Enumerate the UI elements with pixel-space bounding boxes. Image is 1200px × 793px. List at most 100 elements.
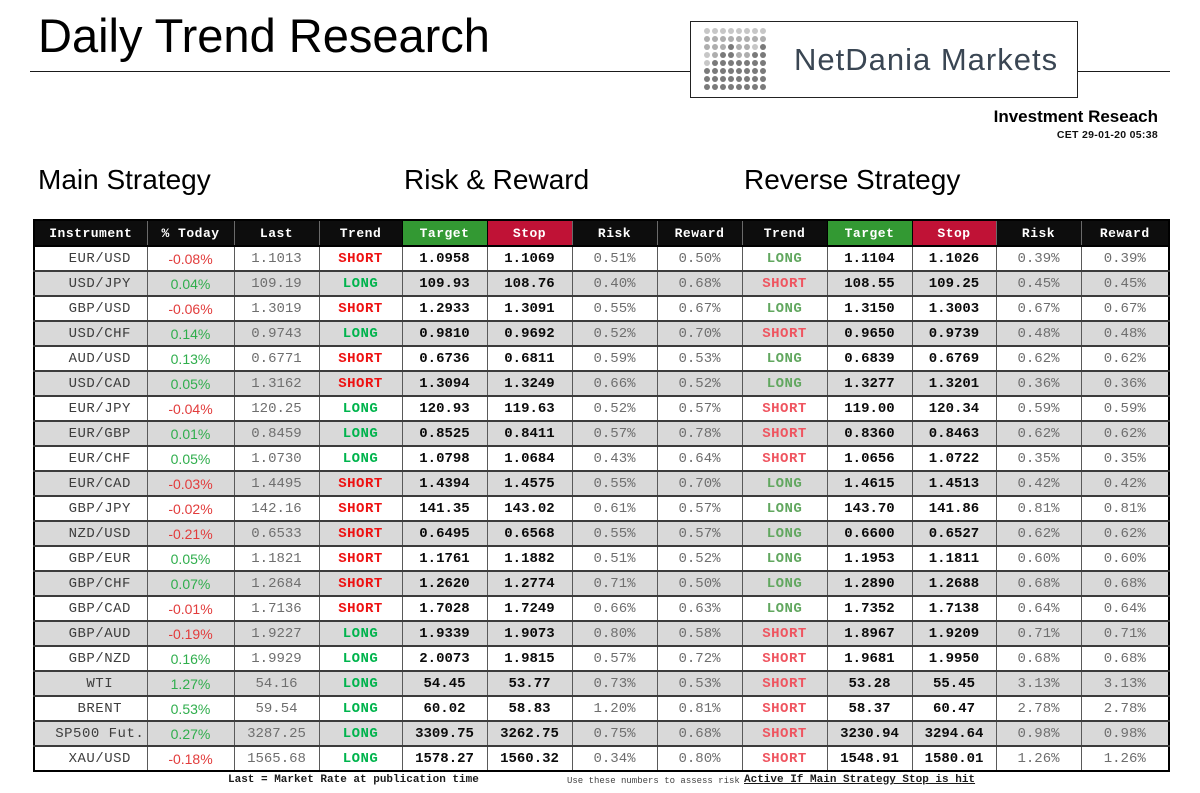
table-row: GBP/CAD -0.01% 1.7136 SHORT 1.7028 1.7249 0.66… xyxy=(33,595,1169,621)
cell-risk-reverse: 0.39% xyxy=(995,245,1081,271)
cell-trend-main: LONG xyxy=(318,395,402,421)
cell-trend-reverse: SHORT xyxy=(741,695,827,721)
logo-dot xyxy=(720,27,726,34)
table-row: GBP/EUR 0.05% 1.1821 SHORT 1.1761 1.1882 0.51%… xyxy=(33,545,1169,571)
cell-trend-reverse: LONG xyxy=(741,470,827,496)
cell-stop-reverse: 55.45 xyxy=(911,670,996,696)
cell-pct-today: 0.13% xyxy=(146,345,234,371)
cell-reward-reverse: 2.78% xyxy=(1080,695,1169,721)
cell-target-main: 1.0958 xyxy=(401,245,487,271)
cell-pct-today: -0.01% xyxy=(146,595,234,621)
cell-instrument: GBP/CAD xyxy=(33,595,147,621)
logo-dot xyxy=(744,67,750,74)
cell-reward-reverse: 0.71% xyxy=(1080,620,1169,646)
logo-dot xyxy=(760,51,766,58)
cell-trend-main: LONG xyxy=(318,270,402,296)
cell-target-reverse: 0.6600 xyxy=(826,520,912,546)
cell-target-main: 109.93 xyxy=(401,270,487,296)
col-header-target-main: Target xyxy=(401,220,487,247)
cell-stop-main: 1.1069 xyxy=(486,245,572,271)
cell-instrument: USD/CHF xyxy=(33,320,147,346)
cell-last: 1.7136 xyxy=(233,595,319,621)
logo-dot xyxy=(728,27,734,34)
cell-target-reverse: 1548.91 xyxy=(826,745,912,771)
cell-target-main: 0.9810 xyxy=(401,320,487,346)
cell-target-reverse: 119.00 xyxy=(826,395,912,421)
table-row: GBP/JPY -0.02% 142.16 SHORT 141.35 143.02 0.61… xyxy=(33,495,1169,521)
cell-last: 1.0730 xyxy=(233,445,319,471)
logo-dot xyxy=(752,67,758,74)
logo-dot xyxy=(712,83,718,90)
cell-target-reverse: 1.7352 xyxy=(826,595,912,621)
cell-trend-main: SHORT xyxy=(318,370,402,396)
cell-trend-main: LONG xyxy=(318,695,402,721)
cell-target-main: 120.93 xyxy=(401,395,487,421)
logo-dot xyxy=(736,51,742,58)
cell-instrument: BRENT xyxy=(33,695,147,721)
cell-trend-main: SHORT xyxy=(318,470,402,496)
logo-dot xyxy=(760,35,766,42)
cell-reward-main: 0.52% xyxy=(656,545,742,571)
cell-reward-main: 0.50% xyxy=(656,570,742,596)
logo-dot xyxy=(712,35,718,42)
cell-pct-today: 0.07% xyxy=(146,570,234,596)
research-label: Investment Reseach xyxy=(993,107,1158,126)
logo-dot xyxy=(728,43,734,50)
table-row: GBP/AUD -0.19% 1.9227 LONG 1.9339 1.9073 0.80%… xyxy=(33,620,1169,646)
cell-pct-today: 0.05% xyxy=(146,370,234,396)
cell-instrument: XAU/USD xyxy=(33,745,147,771)
cell-stop-main: 1.9815 xyxy=(486,645,572,671)
cell-reward-main: 0.57% xyxy=(656,395,742,421)
cell-last: 1.1821 xyxy=(233,545,319,571)
cell-risk-main: 0.71% xyxy=(571,570,657,596)
cell-reward-reverse: 0.36% xyxy=(1080,370,1169,396)
col-header-trend-main: Trend xyxy=(318,220,402,247)
cell-risk-reverse: 3.13% xyxy=(995,670,1081,696)
cell-risk-main: 1.20% xyxy=(571,695,657,721)
publication-timestamp: CET 29-01-20 05:38 xyxy=(1056,129,1158,141)
logo-dot xyxy=(760,75,766,82)
cell-trend-reverse: SHORT xyxy=(741,645,827,671)
cell-pct-today: -0.04% xyxy=(146,395,234,421)
cell-last: 1.4495 xyxy=(233,470,319,496)
cell-target-main: 1.1761 xyxy=(401,545,487,571)
cell-stop-reverse: 1.0722 xyxy=(911,445,996,471)
cell-trend-main: LONG xyxy=(318,720,402,746)
logo-dot xyxy=(736,27,742,34)
cell-target-reverse: 108.55 xyxy=(826,270,912,296)
cell-reward-main: 0.53% xyxy=(656,670,742,696)
logo-dot xyxy=(744,27,750,34)
footnote-last-definition: Last = Market Rate at publication time xyxy=(228,774,479,786)
cell-target-main: 0.6736 xyxy=(401,345,487,371)
cell-trend-main: LONG xyxy=(318,745,402,771)
logo-dot xyxy=(712,51,718,58)
col-header-pct-today: % Today xyxy=(146,220,234,247)
cell-risk-reverse: 0.71% xyxy=(995,620,1081,646)
dot-matrix-icon xyxy=(704,27,768,92)
cell-pct-today: -0.03% xyxy=(146,470,234,496)
cell-last: 0.6771 xyxy=(233,345,319,371)
cell-stop-main: 0.6568 xyxy=(486,520,572,546)
table-row: GBP/CHF 0.07% 1.2684 SHORT 1.2620 1.2774 0.71%… xyxy=(33,570,1169,596)
logo-dot xyxy=(704,59,710,66)
cell-target-reverse: 0.8360 xyxy=(826,420,912,446)
cell-last: 59.54 xyxy=(233,695,319,721)
cell-trend-reverse: SHORT xyxy=(741,620,827,646)
cell-risk-main: 0.57% xyxy=(571,645,657,671)
page-title: Daily Trend Research xyxy=(38,9,490,62)
table-row: SP500 Fut. 0.27% 3287.25 LONG 3309.75 3262.75… xyxy=(33,720,1169,746)
col-header-reward-reverse: Reward xyxy=(1080,220,1169,247)
logo-dot xyxy=(712,43,718,50)
logo-dot xyxy=(744,51,750,58)
section-main-strategy: Main Strategy xyxy=(38,164,211,195)
cell-pct-today: -0.21% xyxy=(146,520,234,546)
cell-trend-main: SHORT xyxy=(318,570,402,596)
cell-risk-main: 0.73% xyxy=(571,670,657,696)
logo-dot xyxy=(728,51,734,58)
cell-last: 0.6533 xyxy=(233,520,319,546)
cell-reward-reverse: 0.35% xyxy=(1080,445,1169,471)
cell-stop-reverse: 1.3003 xyxy=(911,295,996,321)
cell-trend-reverse: SHORT xyxy=(741,420,827,446)
cell-trend-main: LONG xyxy=(318,320,402,346)
cell-reward-main: 0.57% xyxy=(656,495,742,521)
